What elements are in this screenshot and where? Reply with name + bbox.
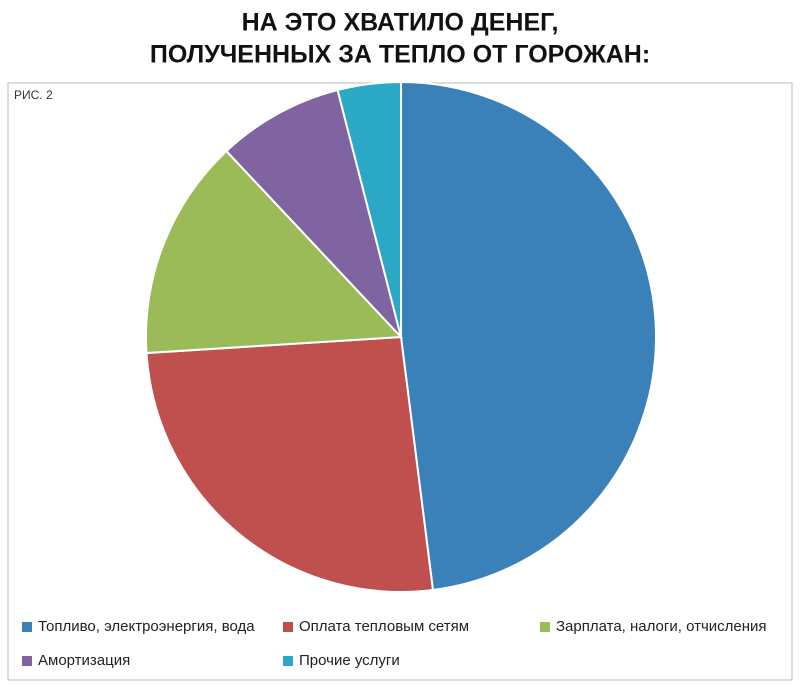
chart-title: ПОЛУЧЕННЫХ ЗА ТЕПЛО ОТ ГОРОЖАН: [150, 41, 650, 69]
legend-marker [283, 622, 293, 632]
legend-label: Зарплата, налоги, отчисления [556, 618, 767, 635]
legend-label: Прочие услуги [299, 652, 400, 669]
legend-label: Топливо, электроэнергия, вода [38, 618, 255, 635]
legend-label: Оплата тепловым сетям [299, 618, 469, 635]
legend-marker [22, 622, 32, 632]
pie-slice [336, 80, 402, 338]
pie-slice [225, 88, 402, 338]
legend-label: Амортизация [38, 652, 130, 669]
chart-title: НА ЭТО ХВАТИЛО ДЕНЕГ, [242, 9, 559, 37]
pie-slice [145, 149, 404, 355]
legend-marker [22, 656, 32, 666]
pie-slice [400, 80, 657, 592]
legend-marker [540, 622, 550, 632]
figure-label: РИС. 2 [14, 88, 53, 102]
pie-slice [145, 335, 435, 593]
legend-marker [283, 656, 293, 666]
